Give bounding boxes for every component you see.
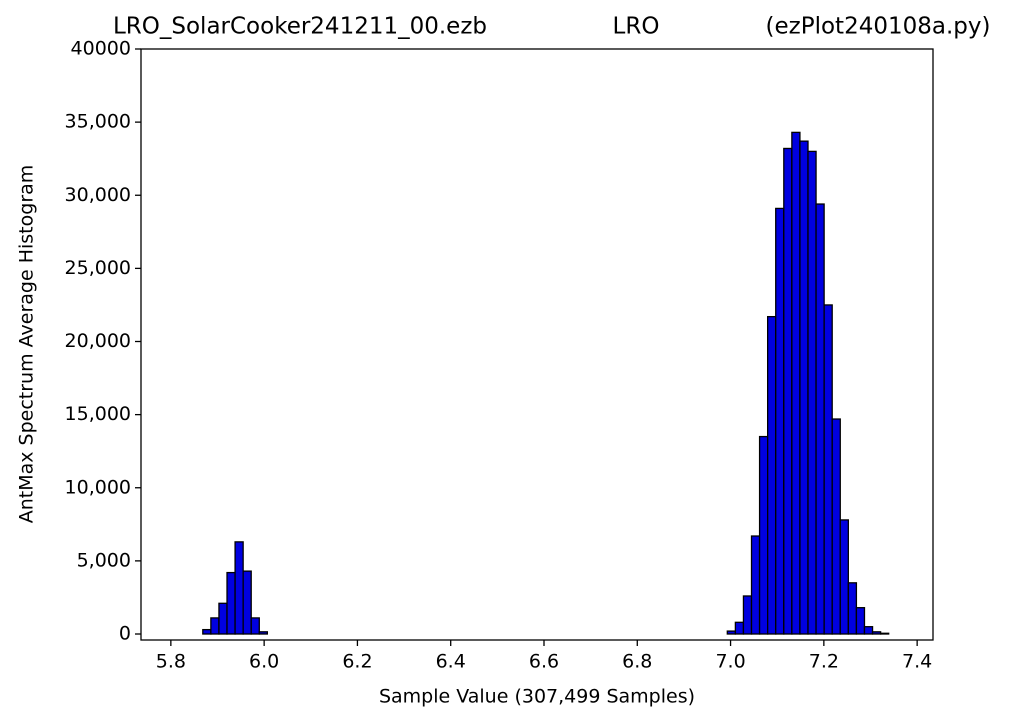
title-script: (ezPlot240108a.py) [766,14,991,40]
bar [799,140,809,635]
bar [242,570,252,635]
plot-frame [140,48,934,641]
y-tick-label: 15,000 [65,403,131,425]
x-tick-label: 6.8 [622,651,652,673]
x-tick-label: 6.6 [529,651,559,673]
y-tick-label: 25,000 [65,257,131,279]
bar [734,621,745,635]
bar [202,628,212,635]
bar [791,131,801,635]
bar [726,630,737,635]
x-tick-label: 7.2 [809,651,839,673]
x-tick-label: 5.8 [156,651,186,673]
x-tick-label: 6.4 [436,651,466,673]
bar [210,617,220,635]
bar [871,631,882,635]
bar [815,203,825,635]
bar [750,535,761,635]
y-tick-label: 35,000 [65,111,131,133]
bar [250,617,260,635]
bar [831,418,841,635]
bar [823,304,833,635]
x-tick-label: 6.0 [249,651,279,673]
x-tick-label: 7.0 [715,651,745,673]
bar [855,607,866,635]
bar [742,595,753,635]
bar [226,571,236,635]
bar [879,632,890,635]
title-file: LRO_SolarCooker241211_00.ezb [113,14,487,40]
x-axis-label: Sample Value (307,499 Samples) [379,686,695,708]
bar [234,541,244,635]
y-axis-label: AntMax Spectrum Average Histogram [16,165,38,524]
y-tick-label: 5,000 [77,549,131,571]
bar [758,435,769,635]
bar [258,631,269,635]
bar [807,150,817,635]
y-tick-label: 0 [119,623,131,645]
bar [839,519,849,635]
y-tick-label: 10,000 [65,476,131,498]
y-tick-label: 40000 [71,38,131,60]
bar [863,626,874,635]
title-site: LRO [613,14,660,40]
bar [218,602,228,635]
x-tick-label: 7.4 [902,651,932,673]
bar [847,582,858,635]
bar [767,315,777,635]
y-tick-label: 30,000 [65,184,131,206]
bar [783,147,793,635]
y-tick-label: 20,000 [65,330,131,352]
x-tick-label: 6.2 [342,651,372,673]
bar [775,207,785,635]
